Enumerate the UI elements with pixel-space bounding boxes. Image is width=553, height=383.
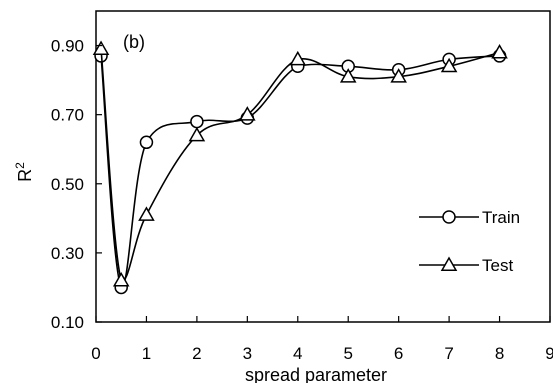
x-axis-title: spread parameter [245,365,387,383]
legend: Train Test [419,208,520,275]
train-point [139,135,154,150]
train-line [100,55,500,289]
x-tick-label: 1 [142,344,151,363]
legend-item-train: Train [419,208,520,227]
ticks-layer: 0 1 2 3 4 5 6 7 8 9 0.10 0.30 0.50 0.70 0.90 [51,37,553,363]
train-point [190,114,204,129]
x-tick-label: 9 [545,344,553,363]
test-point [138,206,155,221]
x-tick-label: 8 [495,344,504,363]
test-point [239,106,256,121]
x-tick-label: 6 [394,344,403,363]
y-tick-label: 0.50 [51,175,84,194]
svg-text:R2: R2 [13,162,35,182]
test-point [390,68,407,83]
y-axis-title: R2 [13,162,35,182]
series-test [92,40,508,287]
legend-item-test: Test [419,256,513,275]
x-tick-label: 4 [293,344,302,363]
legend-marker-test [440,256,458,271]
x-tick-label: 5 [343,344,352,363]
legend-label-test: Test [482,256,513,275]
test-point [440,57,458,73]
y-tick-label: 0.70 [51,106,84,125]
plot-frame [95,10,551,323]
y-axis-title-superscript: 2 [13,162,27,169]
legend-label-train: Train [482,208,520,227]
test-point [339,68,357,83]
x-tick-label: 3 [243,344,252,363]
test-point [491,43,508,59]
plot-area [95,10,551,323]
test-line [100,48,500,282]
y-tick-label: 0.30 [51,244,84,263]
test-point [92,40,110,56]
x-tick-label: 7 [444,344,453,363]
x-tick-label: 2 [192,344,201,363]
legend-marker-train [442,210,456,224]
test-point [289,50,307,66]
test-point [112,272,130,287]
x-tick-label: 0 [91,344,100,363]
series-train [94,49,507,295]
y-tick-label: 0.90 [51,37,84,56]
test-point [188,126,206,142]
panel-label: (b) [123,32,145,52]
series-layer [92,40,508,295]
y-tick-label: 0.10 [51,313,84,332]
y-axis-title-base: R [15,169,35,182]
